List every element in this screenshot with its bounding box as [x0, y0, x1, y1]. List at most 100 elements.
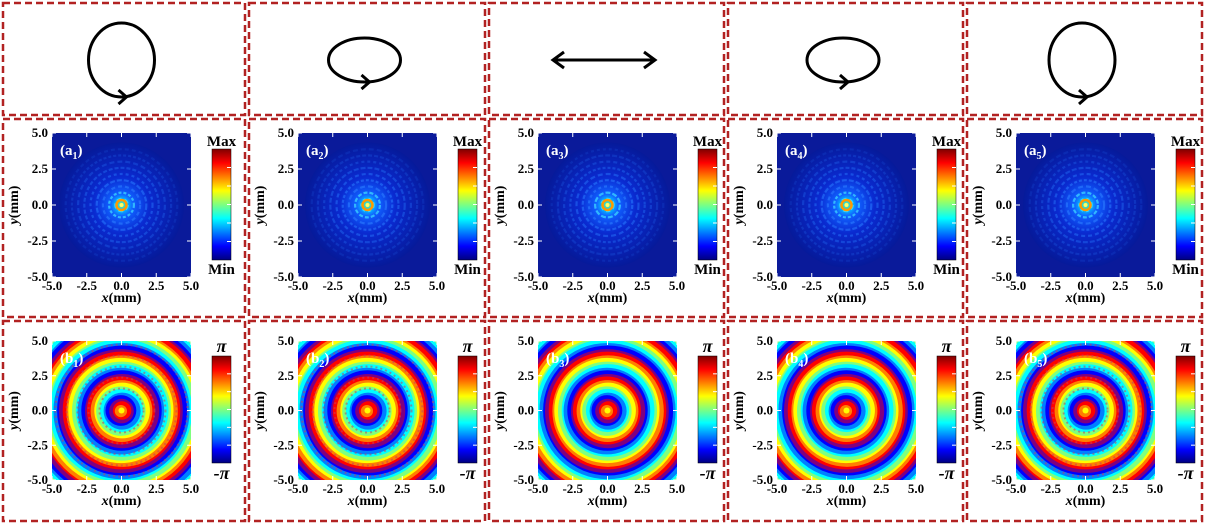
x-tick-label: -2.5: [1040, 278, 1061, 293]
intensity-ring: [1065, 185, 1106, 225]
x-tick-label: 0.0: [599, 481, 615, 496]
intensity-ring: [83, 166, 160, 244]
x-tick-label: 0.0: [1077, 278, 1093, 293]
panel-label-close: ): [324, 143, 329, 159]
y-tick-label: -2.5: [27, 233, 48, 248]
phase-speckle: [76, 365, 167, 456]
x-tick-label: -5.0: [42, 278, 63, 293]
x-tick-label: 5.0: [429, 481, 445, 496]
y-axis-label: y(mm): [253, 185, 268, 226]
colorbar-min-label: -π: [460, 463, 477, 483]
x-axis-unit: (mm): [834, 291, 867, 306]
panel-label-main: (b: [546, 351, 559, 367]
panel-frame: [965, 117, 1204, 319]
panel-label-sub: 5: [1037, 359, 1042, 370]
intensity-ring: [1059, 179, 1112, 231]
intensity-ring: [1047, 166, 1124, 244]
y-axis-label: y(mm): [7, 391, 22, 432]
panel-label: (a5): [1024, 143, 1047, 162]
y-tick-label: -5.0: [991, 472, 1012, 487]
y-tick-label: -5.0: [991, 269, 1012, 284]
x-tick-label: 2.5: [1112, 481, 1129, 496]
phase-speckle: [311, 354, 424, 467]
x-tick-label: 0.0: [113, 481, 129, 496]
y-tick-label: 2.5: [757, 368, 774, 383]
intensity-ring: [808, 166, 885, 244]
x-axis-label: x(mm): [587, 291, 628, 306]
y-tick-label: 2.5: [996, 161, 1013, 176]
central-peak-core: [1083, 203, 1088, 207]
intensity-ring: [795, 154, 898, 256]
panel-label: (a2): [306, 143, 329, 162]
intensity-ring: [64, 148, 179, 262]
y-tick-label: 0.0: [757, 403, 773, 418]
arrowhead-right-icon: [643, 50, 658, 70]
x-tick-label: 2.5: [873, 278, 890, 293]
y-axis-var: y: [253, 423, 268, 432]
y-axis-var: y: [493, 217, 508, 226]
central-peak: [840, 198, 853, 212]
x-axis-var: x: [1065, 494, 1073, 509]
x-axis-var: x: [347, 291, 355, 306]
panel-frame: [1, 319, 247, 523]
panel-label-main: (a: [785, 143, 798, 159]
y-tick-label: -5.0: [752, 269, 773, 284]
y-tick-label: -5.0: [27, 472, 48, 487]
colorbar-min-label: -π: [700, 463, 717, 483]
x-tick-label: 5.0: [183, 481, 199, 496]
colorbar-min-label: -π: [1178, 463, 1195, 483]
y-tick-label: 2.5: [278, 368, 295, 383]
y-axis-unit: (mm): [971, 391, 986, 424]
x-tick-label: 2.5: [394, 481, 411, 496]
y-axis-label: y(mm): [732, 391, 747, 432]
y-axis-unit: (mm): [732, 391, 747, 424]
x-axis-unit: (mm): [595, 494, 628, 509]
panel-label: (b5): [1024, 351, 1047, 370]
circular-polarization-icon: [1047, 21, 1117, 99]
y-axis-var: y: [7, 423, 22, 432]
colorbar-max-label: π: [942, 336, 953, 356]
y-axis-label: y(mm): [493, 185, 508, 226]
x-tick-label: 5.0: [908, 481, 924, 496]
direction-arrow-icon: [839, 73, 851, 91]
panel-label-close: ): [803, 143, 808, 159]
panel-frame: [726, 117, 965, 319]
x-tick-label: -5.0: [288, 278, 309, 293]
panel-label: (a1): [60, 143, 83, 162]
x-tick-label: -5.0: [767, 481, 788, 496]
x-axis-label: x(mm): [826, 291, 867, 306]
y-axis-var: y: [732, 217, 747, 226]
x-tick-label: 5.0: [1147, 278, 1163, 293]
y-tick-label: 2.5: [518, 161, 535, 176]
colorbar-min-label: Min: [694, 262, 721, 278]
y-axis-unit: (mm): [493, 391, 508, 424]
y-axis-label: y(mm): [7, 185, 22, 226]
y-tick-label: 0.0: [32, 197, 48, 212]
panel-label-main: (a: [546, 143, 559, 159]
panel-frame: [247, 319, 487, 523]
panel-frame: [1, 1, 247, 117]
x-axis-label: x(mm): [101, 494, 142, 509]
panel-label-sub: 4: [798, 359, 803, 370]
y-axis-label: y(mm): [971, 185, 986, 226]
central-peak-core: [605, 203, 610, 207]
x-tick-label: -5.0: [288, 481, 309, 496]
x-tick-label: 5.0: [669, 481, 685, 496]
central-peak-core: [119, 203, 124, 207]
panel-label-sub: 3: [559, 359, 564, 370]
y-tick-label: 0.0: [32, 403, 48, 418]
panel-frame: [487, 319, 726, 523]
phase-speckle: [1062, 387, 1109, 434]
colorbar-max-label: Max: [453, 134, 483, 150]
intensity-ring: [575, 172, 640, 238]
x-axis-label: x(mm): [587, 494, 628, 509]
colorbar-max-label: π: [463, 336, 474, 356]
phase-ring: [604, 407, 611, 414]
intensity-ring: [316, 154, 419, 256]
panel-label-close: ): [324, 351, 329, 367]
intensity-ring: [550, 148, 665, 262]
intensity-ring: [341, 179, 394, 231]
arrowhead-left-icon: [550, 50, 565, 70]
x-axis-var: x: [101, 494, 109, 509]
